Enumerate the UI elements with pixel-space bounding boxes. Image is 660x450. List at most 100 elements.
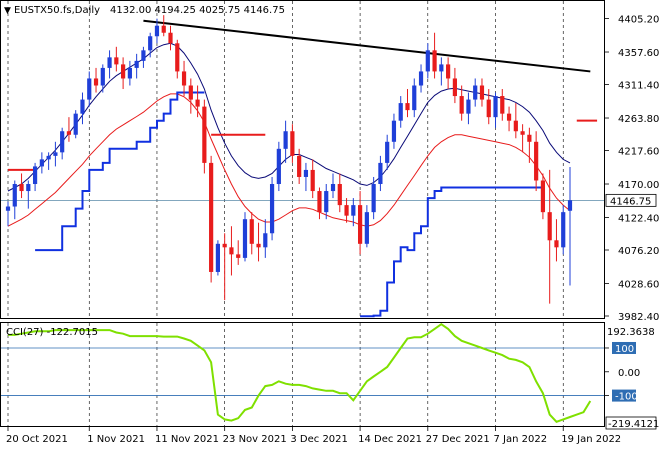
cci-y-tick-label: 0.00 bbox=[618, 368, 640, 379]
cci-y-tick-label: -100 bbox=[615, 392, 638, 403]
candle-body bbox=[66, 131, 72, 135]
candle-body bbox=[473, 85, 478, 100]
candle-body bbox=[561, 212, 566, 248]
candle-body bbox=[405, 103, 410, 111]
candle-body bbox=[439, 64, 444, 72]
resistance-trendline bbox=[143, 19, 591, 73]
x-tick-label: 19 Jan 2022 bbox=[561, 434, 621, 445]
candle-body bbox=[486, 99, 491, 118]
candle-body bbox=[121, 64, 126, 79]
candle-body bbox=[446, 64, 451, 79]
candle-body bbox=[195, 99, 200, 107]
candle-body bbox=[114, 57, 119, 65]
candle-body bbox=[479, 85, 485, 100]
candle-body bbox=[357, 205, 363, 244]
cci-series-layer bbox=[1, 322, 604, 423]
price-y-axis: 4405.20 4357.60 4311.40 4263.80 4217.60 4170.… bbox=[605, 15, 659, 323]
candle-body bbox=[337, 184, 342, 206]
y-tick-label: 4405.20 bbox=[618, 15, 659, 26]
candle-body bbox=[229, 247, 234, 255]
price-series-layer bbox=[1, 15, 604, 318]
candle-body bbox=[256, 243, 261, 248]
candle-body bbox=[73, 113, 78, 135]
candle-body bbox=[418, 71, 424, 86]
candle-body bbox=[26, 184, 31, 192]
x-tick-label: 27 Dec 2021 bbox=[426, 434, 490, 445]
y-tick-label: 3982.40 bbox=[618, 312, 659, 323]
candle-body bbox=[60, 131, 65, 153]
candle-body bbox=[175, 43, 180, 72]
y-tick-label: 4170.00 bbox=[618, 180, 659, 191]
candle-body bbox=[371, 184, 376, 213]
candle-body bbox=[236, 254, 241, 258]
y-tick-label: 4263.80 bbox=[618, 114, 659, 125]
candle-body bbox=[148, 36, 153, 51]
candle-body bbox=[310, 169, 315, 192]
candle-body bbox=[46, 155, 51, 160]
candle-body bbox=[547, 212, 552, 241]
cci-y-tick-label: 100 bbox=[615, 344, 634, 355]
candle-body bbox=[527, 134, 532, 142]
candle-body bbox=[303, 169, 309, 177]
candle-body bbox=[432, 50, 437, 72]
candle-body bbox=[297, 155, 302, 177]
candle-body bbox=[412, 85, 417, 111]
candle-body bbox=[32, 166, 38, 185]
y-tick-label: 4311.40 bbox=[618, 81, 659, 92]
candle-body bbox=[378, 162, 383, 185]
candle-body bbox=[567, 200, 573, 211]
x-tick-label: 1 Nov 2021 bbox=[87, 434, 145, 445]
candle-body bbox=[520, 131, 525, 135]
symbol-label: EUSTX50.fs,Daily bbox=[14, 5, 100, 16]
stop-line bbox=[35, 91, 543, 318]
candle-body bbox=[344, 205, 349, 216]
y-tick-label: 4076.20 bbox=[618, 246, 659, 257]
candle-body bbox=[283, 131, 288, 149]
cci-line bbox=[8, 322, 592, 423]
candle-body bbox=[53, 152, 58, 156]
candle-body bbox=[168, 32, 173, 44]
cci-pane bbox=[0, 322, 605, 427]
candle-body bbox=[249, 219, 254, 244]
candle-body bbox=[202, 106, 207, 163]
candle-body bbox=[93, 78, 99, 86]
candle-body bbox=[154, 25, 160, 37]
candle-body bbox=[161, 25, 166, 33]
candle-body bbox=[5, 206, 11, 211]
candle-body bbox=[324, 191, 329, 213]
cci-level-badge bbox=[612, 389, 636, 402]
candle-body bbox=[127, 67, 132, 79]
candle-body bbox=[540, 180, 546, 213]
cci-top-label: 192.3638 bbox=[607, 327, 655, 338]
candle-body bbox=[269, 184, 275, 234]
candle-body bbox=[459, 96, 464, 114]
last-price-badge: 4146.75 bbox=[605, 193, 657, 207]
candle-body bbox=[534, 141, 539, 181]
candle-body bbox=[466, 99, 471, 114]
candle-body bbox=[452, 78, 457, 97]
y-tick-label: 4357.60 bbox=[618, 48, 659, 59]
candle-body bbox=[134, 60, 139, 68]
candle-body bbox=[80, 99, 85, 114]
candle-body bbox=[100, 67, 105, 86]
candle-body bbox=[317, 191, 322, 213]
candle-body bbox=[141, 50, 146, 61]
candle-body bbox=[242, 219, 248, 258]
candle-body bbox=[181, 71, 187, 86]
candle-body bbox=[351, 205, 356, 216]
time-x-axis: 20 Oct 2021 1 Nov 2021 11 Nov 2021 23 Nov 2… bbox=[6, 427, 621, 445]
candle-body bbox=[209, 162, 214, 272]
candle-body bbox=[554, 240, 559, 248]
candle-body bbox=[500, 96, 505, 114]
candle-body bbox=[12, 184, 17, 207]
candle-body bbox=[215, 243, 221, 272]
y-tick-label: 4028.60 bbox=[618, 279, 659, 290]
candle-body bbox=[330, 184, 336, 192]
y-tick-label: 4217.60 bbox=[618, 147, 659, 158]
cci-header-label: CCI(27) -122.7015 bbox=[6, 327, 98, 338]
candle-body bbox=[513, 120, 518, 132]
cci-bottom-label: -219.4121 bbox=[608, 419, 659, 430]
x-tick-label: 14 Dec 2021 bbox=[358, 434, 422, 445]
ohlc-label: 4132.00 4194.25 4025.75 4146.75 bbox=[110, 5, 285, 16]
